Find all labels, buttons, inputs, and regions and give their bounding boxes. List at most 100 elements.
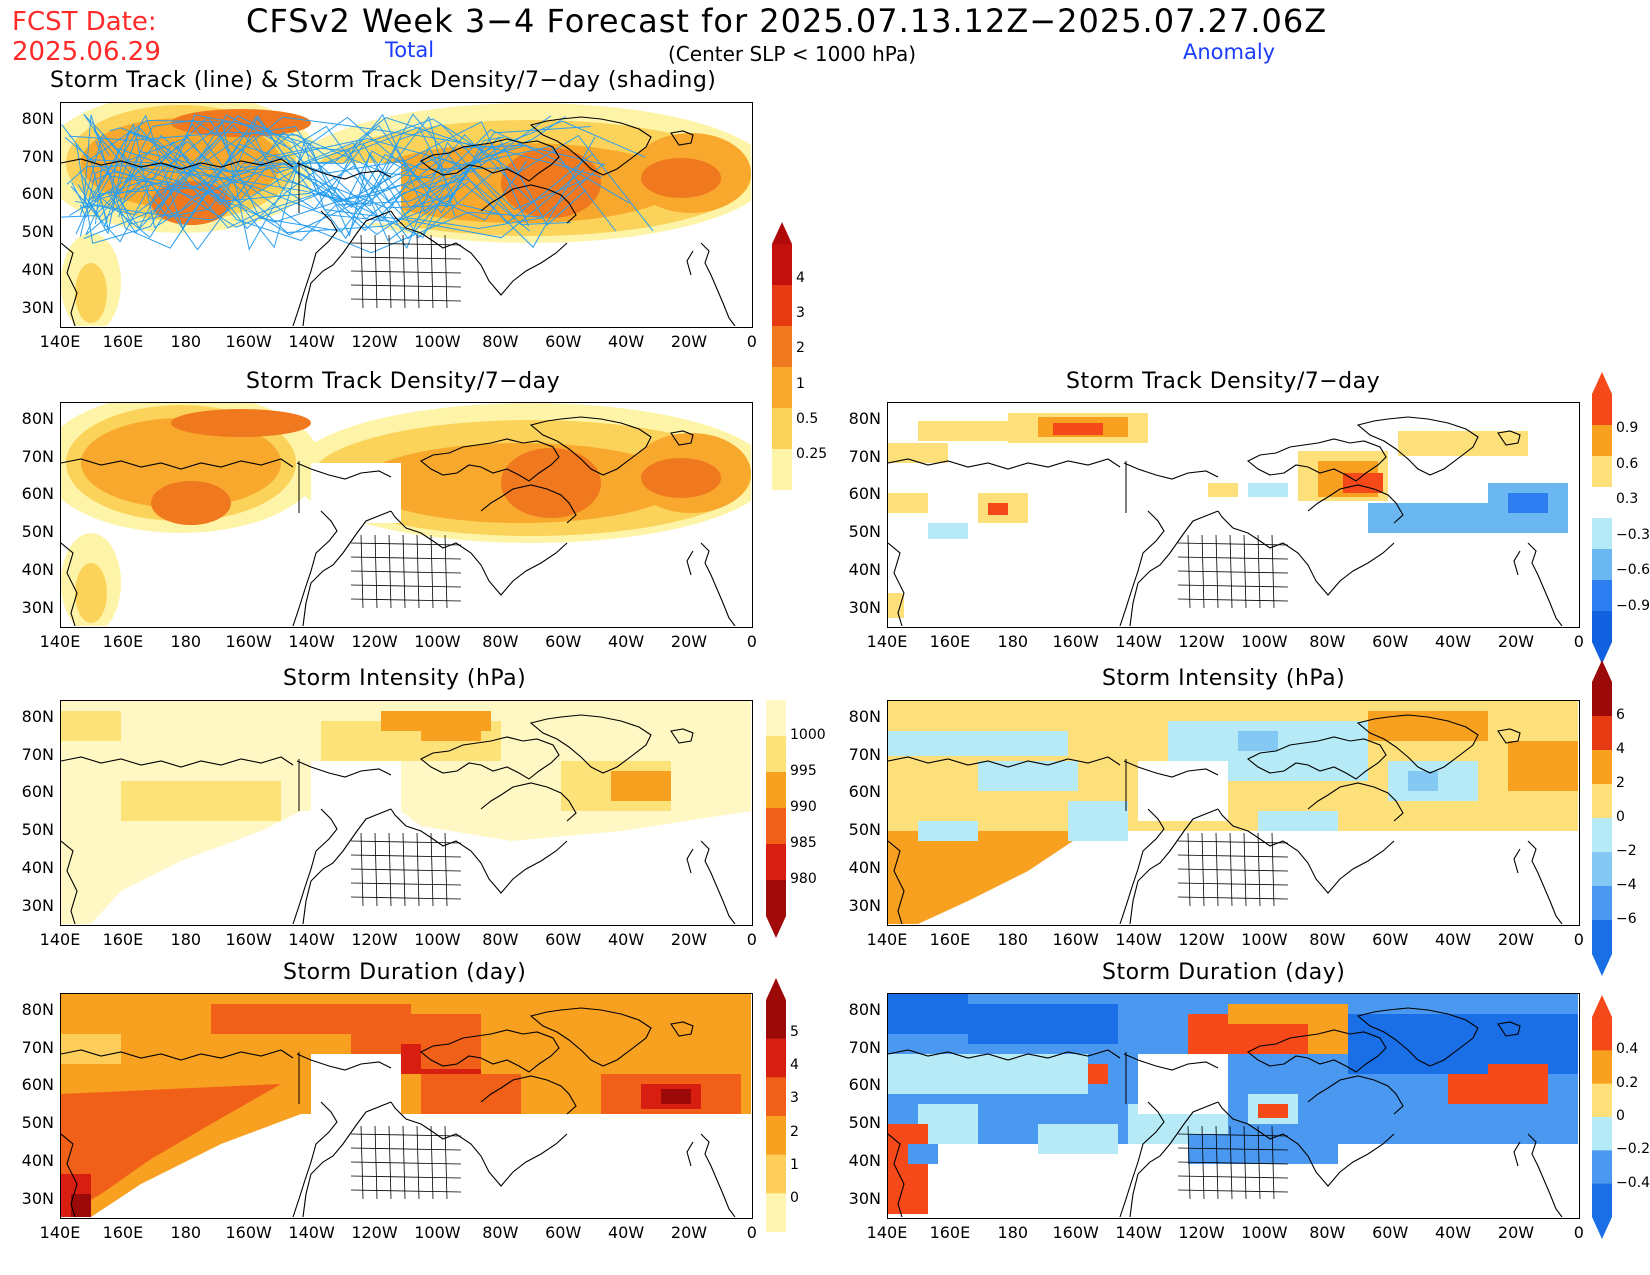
lat-label: 70N: [839, 447, 881, 466]
colorbar-density-total: [772, 222, 792, 490]
lon-label: 140W: [282, 930, 342, 949]
lat-label: 30N: [12, 896, 54, 915]
lat-label: 80N: [839, 1000, 881, 1019]
colorbar-swatch: [1592, 518, 1612, 550]
colorbar-label: 0: [1616, 809, 1625, 825]
lon-label: 160E: [93, 332, 153, 351]
colorbar-label: −0.6: [1616, 562, 1650, 578]
lat-label: 80N: [12, 707, 54, 726]
colorbar-swatch: [1592, 920, 1612, 955]
map-density-total: [60, 402, 753, 628]
colorbar-label: 1: [790, 1157, 799, 1173]
colorbar-swatch: [1592, 716, 1612, 751]
lon-label: 80W: [1297, 632, 1357, 651]
colorbar-swatch: [1592, 456, 1612, 488]
lon-label: 140E: [857, 1223, 917, 1242]
lon-label: 60W: [1360, 930, 1420, 949]
lon-label: 160E: [93, 1223, 153, 1242]
map-field-p3: [888, 403, 1578, 626]
lon-label: 60W: [533, 332, 593, 351]
lon-label: 140E: [30, 930, 90, 949]
lon-label: 140W: [1109, 632, 1169, 651]
colorbar-swatch: [1592, 1117, 1612, 1151]
lon-label: 140W: [282, 1223, 342, 1242]
lon-label: 100W: [407, 332, 467, 351]
colorbar-label: 6: [1616, 707, 1625, 723]
panel-title-intensity-total: Storm Intensity (hPa): [283, 666, 526, 691]
lat-label: 50N: [12, 522, 54, 541]
lon-label: 20W: [1486, 632, 1546, 651]
lon-label: 160W: [1046, 632, 1106, 651]
colorbar-label: 0: [1616, 1108, 1625, 1124]
lon-label: 140E: [30, 632, 90, 651]
colorbar-swatch: [772, 244, 792, 286]
lon-label: 40W: [1423, 632, 1483, 651]
colorbar-swatches: [766, 700, 786, 938]
lon-label: 140E: [30, 332, 90, 351]
colorbar-label: 0.5: [796, 411, 818, 427]
lon-label: 120W: [345, 332, 405, 351]
colorbar-swatch: [766, 700, 786, 737]
colorbar-swatch: [1592, 1050, 1612, 1084]
lon-label: 180: [156, 930, 216, 949]
lat-label: 70N: [12, 745, 54, 764]
panel-title-track: Storm Track (line) & Storm Track Density…: [50, 68, 716, 93]
colorbar-swatch: [766, 808, 786, 845]
colorbar-swatches: [1592, 660, 1612, 976]
colorbar-swatch: [1592, 852, 1612, 887]
colorbar-arrow-top: [1592, 372, 1612, 394]
colorbar-swatch: [766, 1077, 786, 1116]
colorbar-arrow-top: [766, 978, 786, 1000]
lon-label: 40W: [596, 632, 656, 651]
colorbar-arrow-bottom: [766, 916, 786, 938]
lon-label: 160W: [219, 632, 279, 651]
lon-label: 100W: [1234, 1223, 1294, 1242]
lon-label: 180: [983, 930, 1043, 949]
colorbar-intensity-anomaly: [1592, 660, 1612, 976]
colorbar-label: 995: [790, 763, 817, 779]
lon-label: 0: [722, 632, 782, 651]
lon-label: 180: [156, 632, 216, 651]
colorbar-swatch: [1592, 1084, 1612, 1118]
map-field-p5: [888, 701, 1578, 924]
lat-label: 70N: [12, 1038, 54, 1057]
colorbar-label: −0.9: [1616, 598, 1650, 614]
colorbar-label: 2: [796, 340, 805, 356]
lon-label: 160E: [920, 632, 980, 651]
colorbar-swatches: [766, 978, 786, 1232]
map-duration-total: [60, 993, 753, 1219]
colorbar-label: 0.4: [1616, 1041, 1638, 1057]
lat-label: 60N: [12, 782, 54, 801]
fcst-date-label: FCST Date:: [12, 8, 157, 36]
colorbar-swatch: [766, 1039, 786, 1078]
map-intensity-anomaly: [887, 700, 1580, 926]
lon-label: 100W: [407, 1223, 467, 1242]
lon-label: 40W: [596, 930, 656, 949]
lat-label: 50N: [839, 820, 881, 839]
lat-label: 70N: [839, 745, 881, 764]
lat-label: 80N: [12, 1000, 54, 1019]
colorbar-swatch: [766, 1193, 786, 1232]
colorbar-label: 2: [1616, 775, 1625, 791]
lon-label: 80W: [470, 632, 530, 651]
lon-label: 180: [156, 1223, 216, 1242]
colorbar-swatch: [772, 285, 792, 327]
anomaly-column-label: Anomaly: [1183, 40, 1275, 64]
lon-label: 60W: [533, 930, 593, 949]
lon-label: 140E: [857, 632, 917, 651]
colorbar-label: 0.6: [1616, 456, 1638, 472]
lat-label: 60N: [839, 484, 881, 503]
lon-label: 80W: [1297, 1223, 1357, 1242]
criterion-label: (Center SLP < 1000 hPa): [668, 42, 916, 66]
colorbar-swatch: [1592, 487, 1612, 519]
lon-label: 140E: [857, 930, 917, 949]
lon-label: 160W: [1046, 1223, 1106, 1242]
lat-label: 60N: [839, 1075, 881, 1094]
lat-label: 80N: [839, 409, 881, 428]
lat-label: 60N: [12, 184, 54, 203]
colorbar-label: 3: [790, 1090, 799, 1106]
panel-title-density-anom: Storm Track Density/7−day: [1066, 369, 1380, 394]
lon-label: 160W: [219, 1223, 279, 1242]
lon-label: 160E: [93, 930, 153, 949]
colorbar-swatch: [766, 1155, 786, 1194]
